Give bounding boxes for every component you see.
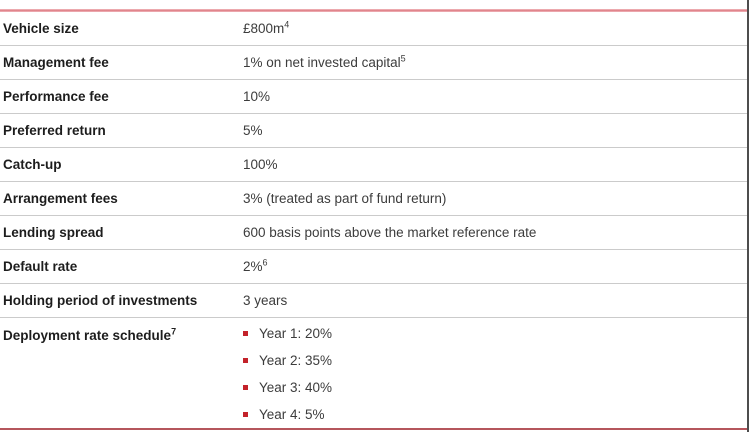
bullet-square-icon [243,385,248,390]
row-label-text: Vehicle size [3,21,79,36]
table-row-management-fee: Management fee 1% on net invested capita… [0,46,747,80]
fund-terms-table: Vehicle size £800m4 Management fee 1% on… [0,9,747,430]
list-item: Year 2: 35% [243,347,332,374]
row-value: 100% [243,157,278,172]
row-label: Vehicle size [0,21,243,36]
row-label: Deployment rate schedule7 [0,320,243,343]
table-row-performance-fee: Performance fee 10% [0,80,747,114]
row-value: 600 basis points above the market refere… [243,225,536,240]
row-label-text: Default rate [3,259,78,274]
list-item: Year 1: 20% [243,320,332,347]
row-value: 2%6 [243,257,268,274]
footnote-marker: 6 [262,257,268,268]
list-item: Year 3: 40% [243,374,332,401]
row-label-text: Management fee [3,55,109,70]
row-label: Preferred return [0,123,243,138]
row-value: 10% [243,89,270,104]
table-row-deployment-schedule: Deployment rate schedule7 Year 1: 20% Ye… [0,318,747,428]
row-label: Lending spread [0,225,243,240]
list-item-text: Year 3: 40% [259,380,333,395]
row-value-text: 100% [243,157,278,172]
row-label-text: Holding period of investments [3,293,198,308]
table-row-preferred-return: Preferred return 5% [0,114,747,148]
list-item-text: Year 1: 20% [259,326,333,341]
window-edge-bar [747,0,749,432]
row-label-text: Lending spread [3,225,104,240]
row-value: £800m4 [243,19,290,36]
row-value: 1% on net invested capital5 [243,53,406,70]
table-bottom-rule [0,428,747,430]
row-value-text: £800m [243,21,285,36]
row-label-text: Arrangement fees [3,191,118,206]
row-value: Year 1: 20% Year 2: 35% Year 3: 40% Year… [243,320,332,428]
table-row-arrangement-fees: Arrangement fees 3% (treated as part of … [0,182,747,216]
row-label: Arrangement fees [0,191,243,206]
bullet-square-icon [243,358,248,363]
row-value-text: 3 years [243,293,288,308]
table-row-default-rate: Default rate 2%6 [0,250,747,284]
row-value: 3% (treated as part of fund return) [243,191,446,206]
footnote-marker: 4 [284,19,290,30]
row-value-text: 3% (treated as part of fund return) [243,191,447,206]
row-value-text: 600 basis points above the market refere… [243,225,537,240]
bullet-square-icon [243,331,248,336]
row-label: Management fee [0,55,243,70]
row-label-text: Deployment rate schedule [3,328,172,343]
row-value-text: 2% [243,259,263,274]
table-row-lending-spread: Lending spread 600 basis points above th… [0,216,747,250]
bullet-square-icon [243,412,248,417]
list-item-text: Year 2: 35% [259,353,333,368]
footnote-marker: 7 [171,326,177,337]
row-value-text: 10% [243,89,271,104]
row-value-text: 5% [243,123,263,138]
list-item-text: Year 4: 5% [259,407,325,422]
row-label: Default rate [0,259,243,274]
row-label: Catch-up [0,157,243,172]
table-row-catch-up: Catch-up 100% [0,148,747,182]
row-label-text: Preferred return [3,123,106,138]
row-value-text: 1% on net invested capital [243,55,401,70]
row-label: Performance fee [0,89,243,104]
footnote-marker: 5 [400,53,406,64]
row-value: 5% [243,123,263,138]
row-label-text: Performance fee [3,89,109,104]
row-label-text: Catch-up [3,157,62,172]
row-value: 3 years [243,293,287,308]
table-row-holding-period: Holding period of investments 3 years [0,284,747,318]
table-row-vehicle-size: Vehicle size £800m4 [0,12,747,46]
list-item: Year 4: 5% [243,401,332,428]
table-top-rule [0,9,747,12]
row-label: Holding period of investments [0,293,243,308]
